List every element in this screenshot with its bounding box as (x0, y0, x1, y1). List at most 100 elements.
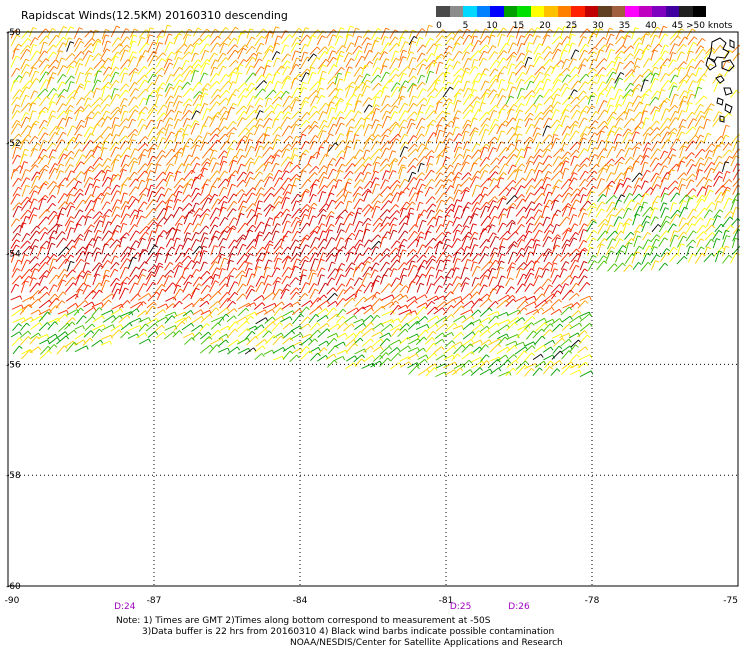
wind-barb (489, 59, 497, 70)
wind-barb-feather (466, 187, 471, 191)
wind-barb (262, 251, 268, 262)
wind-barb (109, 109, 119, 121)
wind-barb-feather (384, 179, 390, 182)
wind-barb (632, 185, 639, 196)
wind-barb-feather (456, 216, 461, 220)
wind-barb-feather (270, 155, 275, 159)
wind-barb-feather (143, 201, 148, 205)
wind-barb-feather (65, 258, 70, 262)
wind-barb (507, 164, 513, 175)
wind-barb (253, 155, 260, 165)
wind-barb (254, 193, 261, 205)
wind-barb (57, 193, 65, 204)
wind-barb (696, 231, 705, 240)
wind-barb (353, 198, 361, 210)
wind-barb (389, 224, 394, 234)
wind-barb (731, 238, 736, 249)
wind-barb-feather (608, 184, 613, 188)
wind-barb (298, 153, 303, 166)
wind-barb (397, 164, 403, 175)
wind-barb-feather (474, 66, 479, 70)
wind-barb (199, 88, 205, 100)
wind-barb-feather (51, 156, 56, 159)
wind-barb-feather (586, 157, 591, 161)
wind-barb-feather (593, 132, 598, 136)
wind-barb-feather (517, 139, 522, 142)
wind-barb-feather (647, 232, 652, 235)
wind-barb (408, 187, 414, 197)
wind-barb (309, 183, 314, 197)
wind-barb-feather (27, 37, 32, 42)
wind-barb (74, 41, 81, 53)
wind-barb-feather (719, 209, 724, 213)
wind-barb (469, 213, 475, 225)
wind-barb-feather (232, 71, 237, 74)
wind-barb (155, 246, 162, 257)
wind-barb-feather (439, 154, 444, 158)
wind-barb (344, 66, 350, 77)
wind-barb-feather (519, 109, 524, 113)
wind-barb-feather (26, 48, 31, 52)
wind-barb (254, 118, 261, 128)
wind-barb (623, 45, 632, 54)
wind-barb-feather (199, 207, 203, 212)
wind-barb-feather (168, 124, 173, 127)
wind-barb-feather (158, 262, 164, 266)
wind-barb-feather (531, 168, 536, 172)
wind-barb-feather (674, 180, 679, 184)
wind-barb (433, 79, 438, 91)
wind-barb (732, 224, 740, 235)
wind-barb (669, 43, 676, 55)
wind-barb (353, 179, 361, 189)
wind-barb-feather (477, 170, 482, 174)
wind-barb (19, 139, 26, 151)
wind-barb (379, 158, 387, 167)
wind-barb-feather (71, 75, 75, 79)
wind-barb (534, 253, 544, 264)
wind-barb (282, 66, 288, 76)
wind-barb-feather (485, 44, 490, 48)
wind-barb (552, 42, 560, 54)
wind-barb (550, 101, 558, 113)
wind-barb-feather (700, 78, 705, 82)
wind-barb-feather (589, 246, 595, 249)
wind-barb-feather (594, 120, 599, 124)
wind-barb-feather (636, 65, 641, 69)
wind-barb-feather (639, 48, 644, 52)
wind-barb (263, 231, 270, 242)
wind-barb-feather (33, 198, 38, 201)
wind-barb (678, 217, 684, 227)
wind-barb-feather (501, 123, 506, 127)
wind-barb (262, 65, 268, 77)
wind-barb-feather (563, 49, 568, 53)
wind-barb-feather (478, 109, 483, 112)
wind-barb (442, 254, 450, 263)
wind-barb-feather (726, 186, 731, 190)
wind-barb (499, 42, 507, 54)
wind-barb-feather (396, 82, 401, 86)
wind-barb (541, 46, 549, 54)
wind-barb (552, 124, 560, 135)
wind-barb-feather (556, 93, 561, 97)
wind-barb-feather (576, 188, 581, 192)
wind-barb (119, 49, 126, 62)
wind-barb (325, 192, 331, 204)
wind-barb (388, 123, 397, 135)
wind-barb (498, 230, 508, 241)
wind-barb-feather (738, 148, 740, 151)
wind-barb-feather (431, 53, 436, 56)
wind-barb (677, 79, 684, 92)
wind-barb (461, 235, 468, 248)
wind-barb-feather (600, 243, 605, 246)
wind-barb (496, 95, 504, 107)
wind-barb (165, 238, 172, 248)
wind-barb (577, 208, 583, 218)
wind-barb-feather (394, 36, 399, 40)
wind-barb (145, 208, 154, 219)
wind-barb-feather (474, 80, 479, 83)
wind-barb-feather (593, 177, 597, 181)
wind-barb-feather (233, 103, 238, 106)
wind-barb-feather (97, 104, 102, 108)
wind-barb (236, 234, 244, 243)
wind-barb (328, 88, 336, 98)
